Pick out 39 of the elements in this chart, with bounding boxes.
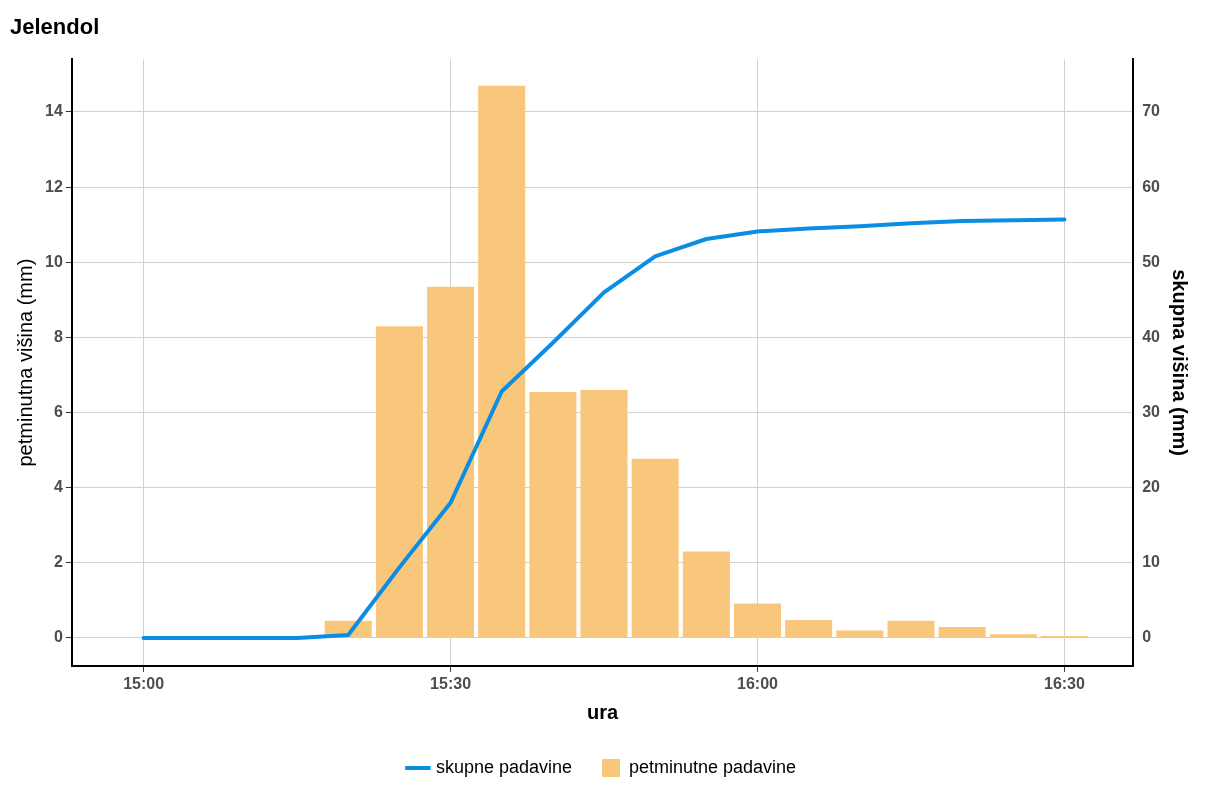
x-axis-title: ura [586, 700, 619, 723]
x-tick-label: 16:00 [737, 674, 779, 692]
y2-tick-label: 60 [1142, 177, 1161, 195]
x-tick-label: 15:30 [430, 674, 472, 692]
legend-label: petminutne padavine [628, 756, 797, 777]
y-tick-label: 10 [45, 252, 63, 270]
y2-tick-label: 40 [1142, 327, 1161, 345]
bar [631, 458, 679, 638]
bar [427, 286, 475, 638]
y-tick-label: 6 [53, 402, 63, 420]
y-tick-label: 2 [53, 553, 63, 571]
y-tick-label: 4 [53, 478, 63, 496]
y2-tick-label: 70 [1142, 102, 1161, 120]
y-tick-label: 8 [53, 327, 63, 345]
bar [836, 630, 884, 638]
bar [529, 391, 577, 638]
y2-tick-label: 30 [1142, 402, 1161, 420]
chart-title: Jelendol [10, 14, 100, 40]
bar [785, 619, 833, 638]
y2-tick-label: 20 [1142, 478, 1161, 496]
bar [887, 620, 935, 638]
y-tick-label: 0 [53, 628, 63, 646]
y2-tick-label: 50 [1142, 252, 1161, 270]
y2-axis-title: skupna višina (mm) [1169, 269, 1192, 456]
y-tick-label: 14 [45, 102, 63, 120]
bar [580, 390, 628, 638]
legend-label: skupne padavine [435, 756, 572, 777]
x-tick-label: 15:00 [123, 674, 165, 692]
x-tick-label: 16:30 [1043, 674, 1086, 692]
bar [478, 85, 526, 638]
y2-tick-label: 0 [1142, 628, 1152, 646]
bar [682, 551, 730, 638]
y2-tick-label: 10 [1142, 553, 1161, 571]
bar [938, 627, 986, 638]
y-axis-title: petminutna višina (mm) [13, 258, 36, 467]
y-tick-label: 12 [45, 177, 63, 195]
bar [733, 603, 782, 638]
bar [375, 326, 423, 638]
bar [989, 634, 1037, 638]
